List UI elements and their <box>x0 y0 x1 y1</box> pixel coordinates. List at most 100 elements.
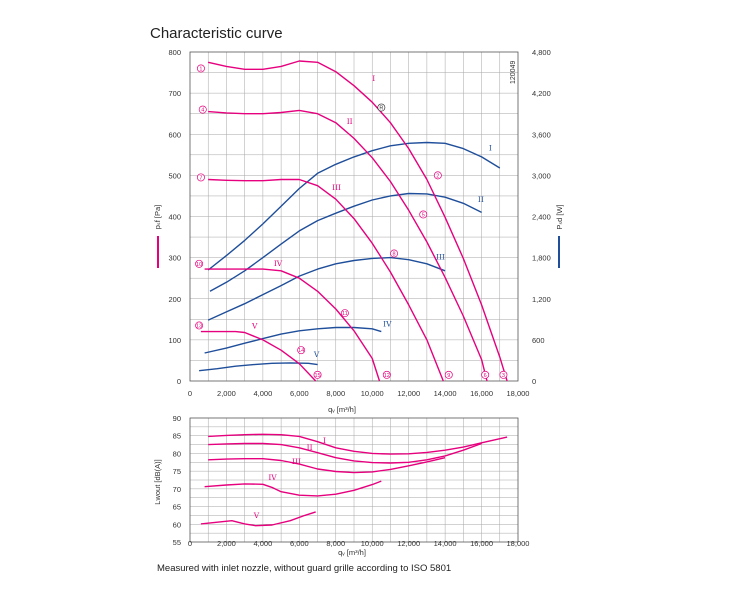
sound-curve-III <box>208 457 446 474</box>
x-tick-label: 18,000 <box>507 389 530 398</box>
upper-y-right-axis-label: Pₛd [W] <box>555 204 564 268</box>
operating-point-marker: 13 <box>195 321 204 330</box>
upper-frame <box>189 51 519 382</box>
pressure-legend-swatch <box>157 236 159 268</box>
lower-y-ticks: 55 60 65 70 75 80 85 90 <box>173 414 181 547</box>
y-left-tick-label: 800 <box>168 48 181 57</box>
x-tick-label: 2,000 <box>217 539 236 548</box>
sound-curve-IV <box>204 480 382 497</box>
lower-plot-border <box>189 417 519 543</box>
pressure-curve-III <box>208 178 444 382</box>
x-tick-label: 4,000 <box>253 389 272 398</box>
pressure-curve-V <box>200 330 317 382</box>
operating-point-marker: 11 <box>340 309 349 318</box>
y-tick-label: 80 <box>173 449 181 458</box>
power-legend-swatch <box>558 236 560 268</box>
operating-point-marker: 15 <box>313 370 322 379</box>
operating-point-marker: 2 <box>433 171 442 179</box>
x-tick-label: 6,000 <box>290 539 309 548</box>
operating-point-marker: 1 <box>196 64 205 72</box>
x-tick-label: 16,000 <box>470 389 493 398</box>
pressure-curve-II <box>208 109 488 382</box>
upper-chart: 0 2,000 4,000 6,000 8,000 10,000 12,000 14,000 1… <box>153 48 564 414</box>
marker-circle <box>313 370 322 379</box>
marker-circle <box>444 370 453 379</box>
y-right-tick-label: 2,400 <box>532 213 551 222</box>
power-curve-III <box>207 256 446 321</box>
sound-curve-label: III <box>292 457 301 466</box>
x-tick-label: 6,000 <box>290 389 309 398</box>
y-right-tick-label: 4,800 <box>532 48 551 57</box>
pressure-curve-label: III <box>332 183 341 192</box>
x-tick-label: 12,000 <box>397 539 420 548</box>
power-curve-V <box>199 362 318 372</box>
sound-curve-label: I <box>323 436 326 445</box>
y-tick-label: 70 <box>173 485 181 494</box>
upper-y-left-axis-label-text: pₛf [Pa] <box>153 205 162 229</box>
upper-plot-border <box>189 51 519 382</box>
pressure-curve-label: II <box>347 117 353 126</box>
pressure-curve-label: I <box>372 74 375 83</box>
pressure-curve-I <box>208 60 508 382</box>
sound-curve-V <box>200 511 316 527</box>
operating-point-marker: 7 <box>196 173 205 182</box>
pressure-curve-IV <box>204 268 381 382</box>
lower-chart: 0 2,000 4,000 6,000 8,000 10,000 12,000 14,000 1… <box>153 414 529 557</box>
y-left-tick-label: 700 <box>168 89 181 98</box>
marker-circle <box>390 249 399 258</box>
power-curve-label: III <box>436 253 445 262</box>
upper-x-ticks: 0 2,000 4,000 6,000 8,000 10,000 12,000 14,000 1… <box>188 389 530 398</box>
marker-circle <box>198 105 207 114</box>
power-curve-label: IV <box>383 320 392 329</box>
power-curve-I <box>207 141 501 271</box>
operating-point-marker: 5 <box>419 210 428 219</box>
marker-label: 12 <box>384 373 390 379</box>
marker-circle <box>195 321 204 330</box>
marker-label: 1 <box>199 66 202 72</box>
footnote: Measured with inlet nozzle, without guar… <box>157 563 451 574</box>
lower-grid <box>190 418 518 542</box>
operating-point-marker: 9 <box>444 370 453 379</box>
marker-label: 8 <box>393 252 396 258</box>
operating-point-marker: 10 <box>195 259 204 268</box>
marker-circle <box>196 173 205 182</box>
upper-y-right-axis-label-text: Pₛd [W] <box>555 204 564 229</box>
pressure-curve-label: IV <box>274 259 283 268</box>
marker-label: 13 <box>196 323 202 329</box>
operating-point-marker: R <box>377 103 386 112</box>
operating-point-marker: 12 <box>382 370 391 379</box>
marker-circle <box>382 370 391 379</box>
power-curve-label: V <box>313 350 320 359</box>
lower-x-axis-label: qᵥ [m³/h] <box>338 548 366 557</box>
marker-circle <box>340 309 349 318</box>
marker-circle <box>419 210 428 219</box>
marker-label: 14 <box>298 348 304 354</box>
y-left-tick-label: 300 <box>168 254 181 263</box>
operating-point-marker: 4 <box>198 105 207 114</box>
lower-x-ticks: 0 2,000 4,000 6,000 8,000 10,000 12,000 14,000 1… <box>188 539 530 548</box>
x-tick-label: 14,000 <box>434 539 457 548</box>
power-curve-label: I <box>489 144 492 153</box>
marker-circle <box>481 370 490 379</box>
marker-label: R <box>379 106 383 112</box>
x-tick-label: 14,000 <box>434 389 457 398</box>
power-curve-IV <box>204 326 382 354</box>
y-tick-label: 90 <box>173 414 181 423</box>
sound-curve-label: II <box>307 443 313 452</box>
x-tick-label: 0 <box>188 389 192 398</box>
y-left-tick-label: 500 <box>168 171 181 180</box>
upper-x-axis-label-text: qᵥ [m³/h] <box>328 405 356 414</box>
y-tick-label: 65 <box>173 503 181 512</box>
upper-y-left-ticks: 0 100 200 300 400 500 600 700 800 <box>168 48 181 386</box>
y-right-tick-label: 600 <box>532 336 545 345</box>
chart-title: Characteristic curve <box>150 25 283 42</box>
marker-label: 7 <box>199 175 202 181</box>
marker-label: 4 <box>201 108 204 114</box>
y-left-tick-label: 200 <box>168 295 181 304</box>
marker-label: 3 <box>502 373 505 379</box>
x-tick-label: 8,000 <box>326 539 345 548</box>
x-tick-label: 4,000 <box>253 539 272 548</box>
sound-curves <box>200 433 508 527</box>
x-tick-label: 10,000 <box>361 539 384 548</box>
